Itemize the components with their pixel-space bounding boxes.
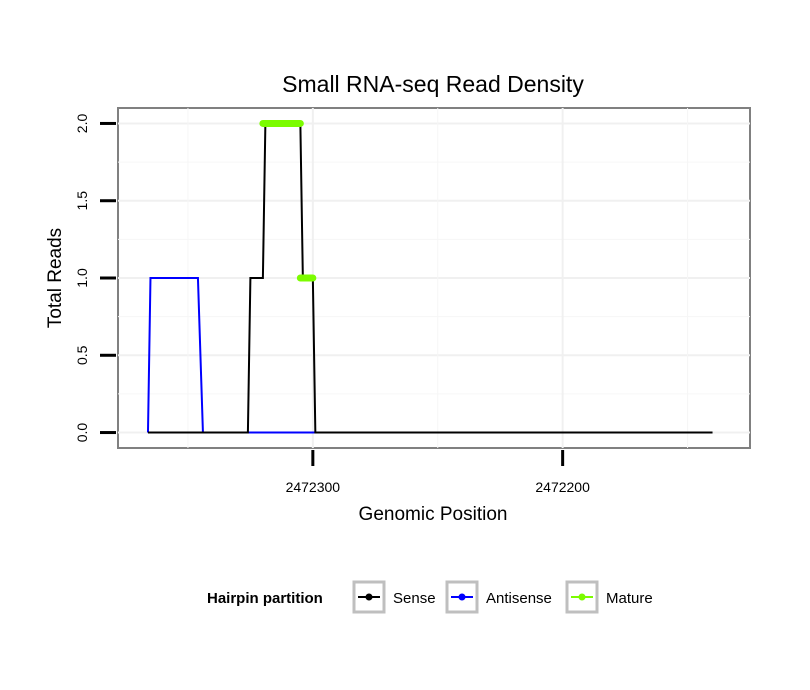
y-tick-label: 2.0 (74, 114, 90, 134)
legend-label-antisense: Antisense (486, 590, 552, 607)
x-tick-label: 2472200 (535, 479, 590, 495)
legend-label-mature: Mature (606, 590, 653, 607)
legend-title: Hairpin partition (207, 590, 323, 607)
antisense-series-line (146, 277, 316, 434)
y-tick-label: 0.0 (74, 423, 90, 443)
y-axis-label: Total Reads (45, 228, 66, 328)
y-tick-label: 1.5 (74, 191, 90, 211)
x-axis-label: Genomic Position (359, 504, 508, 525)
data-series (146, 119, 713, 434)
x-axis: 2472300 2472200 (286, 450, 590, 495)
y-tick-label: 0.5 (74, 345, 90, 365)
x-tick-label: 2472300 (286, 479, 341, 495)
legend-point-sense (365, 593, 373, 601)
legend-key-mature (565, 580, 599, 614)
legend-point-antisense (458, 593, 466, 601)
legend: Hairpin partition Sense Antisense Mature (207, 580, 653, 614)
chart-title: Small RNA-seq Read Density (282, 71, 584, 97)
legend-label-sense: Sense (393, 590, 436, 607)
y-tick-label: 1.0 (74, 268, 90, 288)
legend-point-mature (578, 593, 586, 601)
y-axis: 0.0 0.5 1.0 1.5 2.0 (74, 114, 116, 443)
